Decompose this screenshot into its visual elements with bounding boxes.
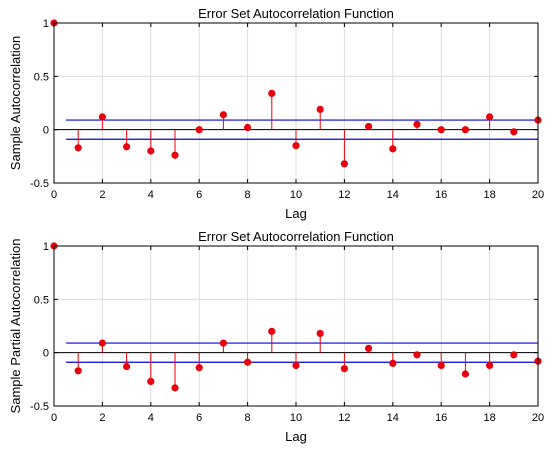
x-tick-label: 8 — [245, 412, 251, 424]
x-axis-label: Lag — [285, 206, 307, 221]
x-tick-label: 12 — [338, 189, 350, 201]
stem-marker — [340, 365, 348, 373]
y-axis-label: Sample Partial Autocorrelation — [8, 239, 23, 414]
stem-marker — [98, 113, 106, 121]
y-tick-label: 1 — [43, 18, 49, 30]
x-tick-label: 14 — [387, 189, 399, 201]
y-tick-label: -0.5 — [30, 401, 49, 413]
stem-marker — [389, 359, 397, 367]
y-tick-label: -0.5 — [30, 178, 49, 190]
y-tick-label: 0.5 — [34, 294, 49, 306]
stem-marker — [510, 351, 518, 359]
stem-marker — [340, 160, 348, 168]
x-tick-label: 16 — [435, 412, 447, 424]
stem-marker — [292, 361, 300, 370]
x-tick-label: 6 — [196, 412, 202, 424]
y-axis-label: Sample Autocorrelation — [8, 36, 23, 170]
stem-marker — [413, 120, 421, 128]
stem-marker — [244, 358, 252, 366]
x-tick-label: 18 — [483, 189, 495, 201]
stem-marker — [389, 145, 397, 153]
stem-marker — [437, 126, 445, 134]
stem-marker — [74, 144, 82, 152]
x-tick-label: 4 — [148, 189, 154, 201]
stem-marker — [219, 111, 227, 119]
stem-marker — [268, 89, 276, 97]
stem-marker — [171, 151, 179, 159]
x-axis-label: Lag — [285, 429, 307, 444]
x-tick-label: 20 — [532, 189, 544, 201]
stem-marker — [316, 329, 324, 338]
x-tick-label: 10 — [290, 412, 302, 424]
x-tick-label: 8 — [245, 189, 251, 201]
x-tick-label: 2 — [99, 412, 105, 424]
x-tick-label: 12 — [338, 412, 350, 424]
stem-marker — [219, 339, 227, 347]
x-tick-label: 10 — [290, 189, 302, 201]
stem-marker — [437, 361, 445, 370]
y-tick-label: 0.5 — [34, 71, 49, 83]
stem-marker — [486, 361, 494, 370]
x-tick-label: 0 — [51, 189, 57, 201]
stem-marker — [171, 384, 179, 392]
stem-marker — [365, 122, 373, 131]
stem-marker — [461, 370, 469, 378]
x-tick-label: 18 — [483, 412, 495, 424]
stem-marker — [413, 351, 421, 359]
x-tick-label: 4 — [148, 412, 154, 424]
stem-marker — [268, 327, 276, 335]
stem-marker — [147, 377, 155, 386]
stem-marker — [195, 126, 203, 134]
stem-marker — [365, 344, 373, 352]
stem-marker — [195, 364, 203, 372]
x-tick-label: 0 — [51, 412, 57, 424]
chart-title: Error Set Autocorrelation Function — [198, 229, 394, 244]
x-tick-label: 2 — [99, 189, 105, 201]
stem-marker — [123, 362, 131, 371]
stem-marker — [123, 143, 131, 151]
x-tick-label: 6 — [196, 189, 202, 201]
chart-title: Error Set Autocorrelation Function — [198, 6, 394, 21]
y-tick-label: 0 — [43, 348, 49, 360]
stem-marker — [292, 142, 300, 150]
stem-marker — [510, 128, 518, 136]
y-tick-label: 0 — [43, 125, 49, 137]
stem-marker — [486, 113, 494, 121]
x-tick-label: 20 — [532, 412, 544, 424]
stem-marker — [147, 147, 155, 155]
x-tick-label: 14 — [387, 412, 399, 424]
y-tick-label: 1 — [43, 241, 49, 253]
stem-marker — [461, 126, 469, 134]
stem-marker — [74, 367, 82, 375]
stem-marker — [98, 339, 106, 347]
stem-marker — [316, 105, 324, 113]
x-tick-label: 16 — [435, 189, 447, 201]
stem-marker — [244, 123, 252, 132]
